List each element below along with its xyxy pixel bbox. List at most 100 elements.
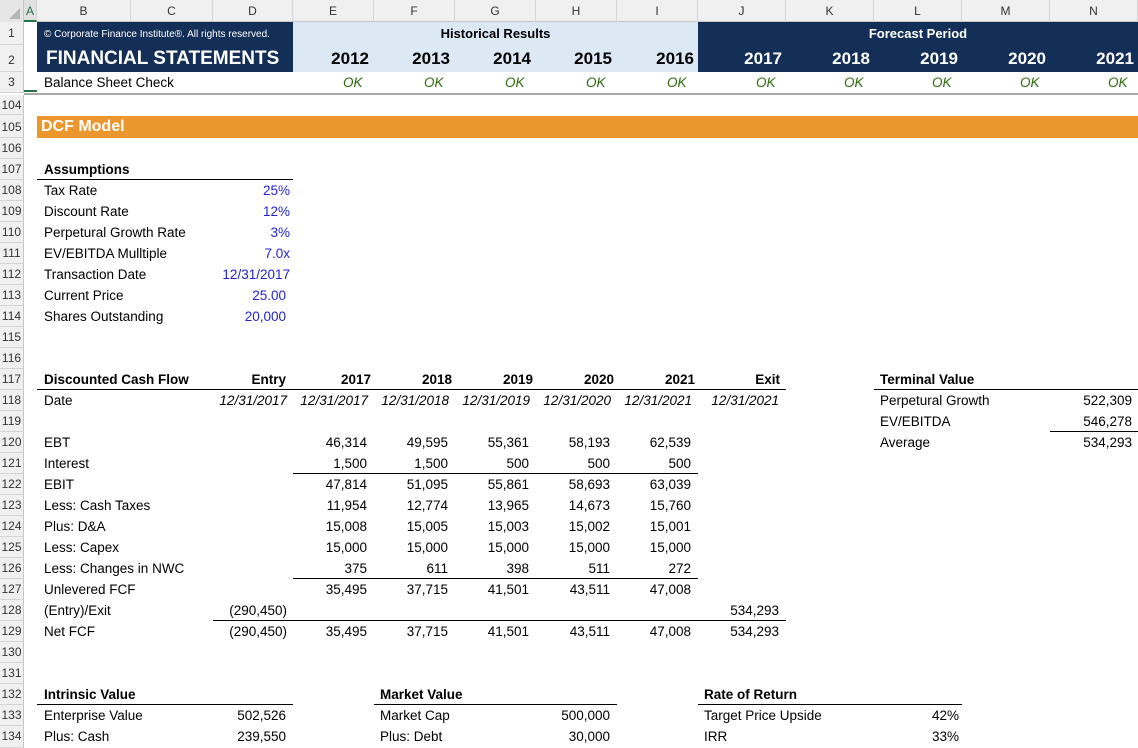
- row-header-133[interactable]: 133: [0, 705, 24, 726]
- row-header-105[interactable]: 105: [0, 115, 24, 138]
- enterprise-value[interactable]: 502,526: [237, 708, 286, 723]
- dcf-cell[interactable]: 611: [426, 561, 448, 576]
- row-header-125[interactable]: 125: [0, 537, 24, 558]
- tv-ev-ebitda-value[interactable]: 546,278: [1083, 414, 1132, 429]
- row-header-132[interactable]: 132: [0, 684, 24, 705]
- dcf-cell[interactable]: 15,001: [649, 519, 691, 534]
- dcf-cell[interactable]: 58,193: [568, 435, 610, 450]
- dcf-cell[interactable]: 35,495: [325, 582, 367, 597]
- dcf-cell[interactable]: (290,450): [229, 624, 287, 639]
- dcf-cell[interactable]: 43,511: [569, 624, 610, 639]
- dcf-cell[interactable]: 1,500: [414, 456, 448, 471]
- row-header-114[interactable]: 114: [0, 306, 24, 327]
- row-header-127[interactable]: 127: [0, 579, 24, 600]
- column-header-d[interactable]: D: [213, 0, 293, 22]
- column-header-e[interactable]: E: [293, 0, 374, 22]
- column-header-n[interactable]: N: [1050, 0, 1138, 22]
- row-header-112[interactable]: 112: [0, 264, 24, 285]
- dcf-cell[interactable]: 55,361: [487, 435, 529, 450]
- dcf-cell[interactable]: 15,000: [325, 540, 367, 555]
- row-header-126[interactable]: 126: [0, 558, 24, 579]
- column-header-f[interactable]: F: [374, 0, 455, 22]
- row-header-2[interactable]: 2: [0, 45, 24, 72]
- tv-perpetual-growth-value[interactable]: 522,309: [1083, 393, 1132, 408]
- row-header-116[interactable]: 116: [0, 348, 24, 369]
- dcf-cell[interactable]: 15,000: [406, 540, 448, 555]
- row-header-131[interactable]: 131: [0, 663, 24, 684]
- column-header-j[interactable]: J: [698, 0, 786, 22]
- row-header-121[interactable]: 121: [0, 453, 24, 474]
- row-header-108[interactable]: 108: [0, 180, 24, 201]
- dcf-cell[interactable]: 49,595: [406, 435, 448, 450]
- row-header-118[interactable]: 118: [0, 390, 24, 411]
- transaction-date-input[interactable]: 12/31/2017: [222, 267, 290, 282]
- row-header-3[interactable]: 3: [0, 72, 24, 93]
- row-header-115[interactable]: 115: [0, 327, 24, 348]
- dcf-cell[interactable]: 1,500: [333, 456, 367, 471]
- column-header-h[interactable]: H: [536, 0, 617, 22]
- row-header-106[interactable]: 106: [0, 138, 24, 159]
- growth-rate-input[interactable]: 3%: [270, 225, 290, 240]
- row-header-109[interactable]: 109: [0, 201, 24, 222]
- dcf-cell[interactable]: 15,000: [649, 540, 691, 555]
- irr-value[interactable]: 33%: [931, 729, 959, 744]
- dcf-cell[interactable]: 398: [506, 561, 529, 576]
- target-price-upside-value[interactable]: 42%: [931, 708, 959, 723]
- dcf-cell[interactable]: 46,314: [325, 435, 367, 450]
- dcf-cell[interactable]: 511: [588, 561, 610, 576]
- dcf-cell[interactable]: 47,008: [649, 624, 691, 639]
- column-header-g[interactable]: G: [455, 0, 536, 22]
- column-header-k[interactable]: K: [786, 0, 874, 22]
- ev-ebitda-multiple-input[interactable]: 7.0x: [264, 246, 290, 261]
- row-header-124[interactable]: 124: [0, 516, 24, 537]
- dcf-cell[interactable]: 47,814: [325, 477, 367, 492]
- current-price-input[interactable]: 25.00: [252, 288, 286, 303]
- plus-cash-value[interactable]: 239,550: [237, 729, 286, 744]
- dcf-cell[interactable]: 500: [506, 456, 529, 471]
- row-header-134[interactable]: 134: [0, 726, 24, 748]
- tv-average-value[interactable]: 534,293: [1083, 435, 1132, 450]
- dcf-cell[interactable]: 500: [668, 456, 691, 471]
- dcf-cell[interactable]: 14,673: [568, 498, 610, 513]
- row-header-119[interactable]: 119: [0, 411, 24, 432]
- dcf-cell[interactable]: 15,000: [568, 540, 610, 555]
- dcf-cell[interactable]: 63,039: [649, 477, 691, 492]
- row-header-111[interactable]: 111: [0, 243, 24, 264]
- tax-rate-input[interactable]: 25%: [262, 183, 290, 198]
- dcf-cell[interactable]: 51,095: [406, 477, 448, 492]
- row-header-120[interactable]: 120: [0, 432, 24, 453]
- row-header-1[interactable]: 1: [0, 22, 24, 45]
- dcf-cell[interactable]: (290,450): [229, 603, 287, 618]
- dcf-cell[interactable]: 58,693: [568, 477, 610, 492]
- dcf-cell[interactable]: 15,005: [406, 519, 448, 534]
- dcf-cell[interactable]: 15,008: [325, 519, 367, 534]
- row-header-113[interactable]: 113: [0, 285, 24, 306]
- dcf-cell[interactable]: 62,539: [649, 435, 691, 450]
- row-header-104[interactable]: 104: [0, 95, 24, 115]
- column-header-c[interactable]: C: [131, 0, 213, 22]
- market-cap-value[interactable]: 500,000: [561, 708, 610, 723]
- dcf-cell[interactable]: 534,293: [730, 624, 779, 639]
- select-all-button[interactable]: [0, 0, 24, 22]
- row-header-129[interactable]: 129: [0, 621, 24, 642]
- dcf-cell[interactable]: 272: [668, 561, 691, 576]
- row-header-123[interactable]: 123: [0, 495, 24, 516]
- dcf-cell[interactable]: 13,965: [487, 498, 529, 513]
- dcf-cell[interactable]: 15,760: [649, 498, 691, 513]
- dcf-cell[interactable]: 15,002: [568, 519, 610, 534]
- row-header-130[interactable]: 130: [0, 642, 24, 663]
- dcf-cell[interactable]: 43,511: [569, 582, 610, 597]
- plus-debt-value[interactable]: 30,000: [568, 729, 610, 744]
- column-header-i[interactable]: I: [617, 0, 698, 22]
- dcf-cell[interactable]: 15,003: [487, 519, 529, 534]
- dcf-cell[interactable]: 12,774: [406, 498, 448, 513]
- row-header-122[interactable]: 122: [0, 474, 24, 495]
- row-header-110[interactable]: 110: [0, 222, 24, 243]
- dcf-cell[interactable]: 11,954: [326, 498, 367, 513]
- row-header-117[interactable]: 117: [0, 369, 24, 390]
- column-header-a[interactable]: A: [24, 0, 37, 22]
- dcf-cell[interactable]: 375: [344, 561, 367, 576]
- dcf-cell[interactable]: 37,715: [406, 582, 448, 597]
- shares-outstanding-input[interactable]: 20,000: [244, 309, 286, 324]
- dcf-cell[interactable]: 35,495: [325, 624, 367, 639]
